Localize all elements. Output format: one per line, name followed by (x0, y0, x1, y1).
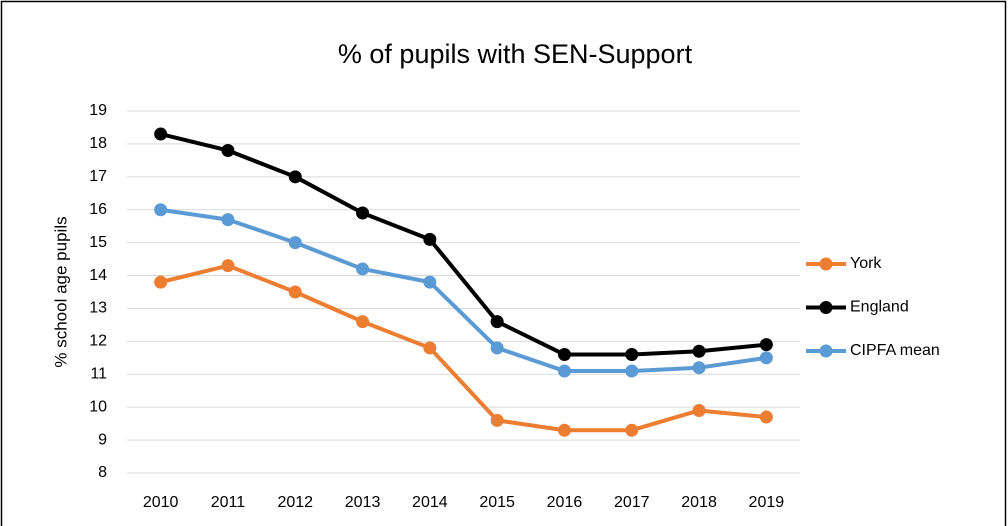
x-tick-label: 2018 (681, 494, 717, 511)
data-point (154, 203, 168, 217)
y-tick-label: 8 (98, 464, 107, 481)
x-tick-label: 2011 (211, 494, 246, 511)
legend-label: England (850, 299, 909, 316)
y-tick-label: 17 (89, 168, 107, 185)
series-line (160, 207, 767, 373)
data-point (759, 351, 773, 365)
data-point (221, 259, 235, 273)
y-tick-label: 10 (89, 398, 107, 415)
data-point (356, 262, 370, 276)
data-point (423, 341, 437, 355)
x-tick-label: 2013 (345, 494, 381, 511)
data-point (490, 341, 504, 355)
data-point (154, 275, 168, 289)
data-point (625, 348, 639, 362)
x-tick-label: 2010 (143, 494, 179, 511)
data-point (288, 285, 302, 299)
data-point (692, 361, 706, 375)
legend-marker (819, 301, 833, 314)
data-point (625, 423, 639, 437)
y-tick-label: 19 (89, 102, 107, 119)
y-tick-label: 11 (90, 365, 107, 382)
y-axis-label: % school age pupils (51, 216, 70, 367)
data-point (692, 403, 706, 417)
y-tick-label: 13 (89, 300, 107, 317)
legend-marker (819, 257, 833, 271)
legend-label: CIPFA mean (850, 342, 940, 359)
x-tick-label: 2015 (479, 494, 515, 511)
legend-label: York (850, 255, 882, 272)
data-point (490, 413, 504, 427)
x-tick-label: 2014 (412, 494, 448, 511)
y-tick-label: 16 (89, 201, 107, 218)
data-point (423, 275, 437, 289)
data-point (356, 315, 370, 329)
data-point (759, 410, 773, 424)
data-point (356, 206, 370, 220)
data-point (557, 423, 571, 437)
y-tick-label: 15 (89, 234, 107, 251)
series-line (160, 132, 767, 357)
data-point (557, 364, 571, 378)
data-point (490, 315, 504, 329)
data-point (221, 143, 235, 157)
series-line (160, 263, 767, 433)
data-point (692, 344, 706, 358)
data-point (288, 170, 302, 184)
legend-marker (819, 344, 833, 358)
x-tick-label: 2016 (547, 494, 583, 511)
data-point (221, 213, 235, 227)
data-point (288, 236, 302, 250)
y-tick-label: 9 (98, 431, 107, 448)
x-tick-label: 2012 (277, 494, 313, 511)
x-tick-label: 2017 (614, 494, 650, 511)
y-tick-label: 12 (89, 333, 107, 350)
y-tick-label: 14 (89, 267, 107, 284)
data-point (154, 127, 168, 141)
x-tick-label: 2019 (749, 494, 785, 511)
chart-title: % of pupils with SEN-Support (338, 39, 693, 69)
data-point (759, 338, 773, 352)
y-tick-label: 18 (89, 135, 107, 152)
data-point (557, 348, 571, 362)
data-point (625, 364, 639, 378)
data-point (423, 232, 437, 246)
